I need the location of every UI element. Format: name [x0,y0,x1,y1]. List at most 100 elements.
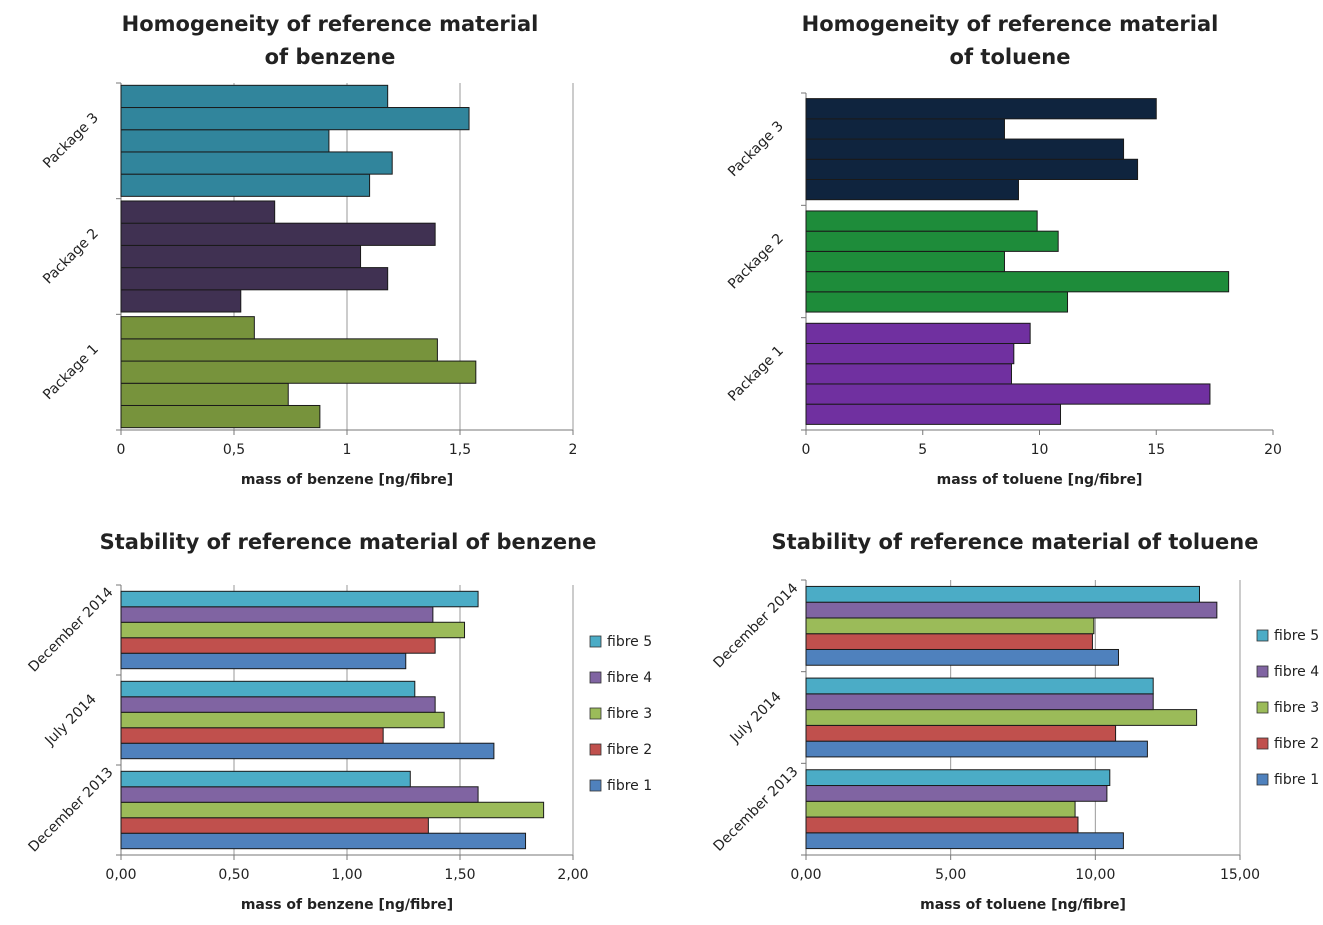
legend-label: fibre 1 [607,778,652,794]
bar [805,210,1038,232]
bar [805,769,1111,787]
category-label: July 2014 [42,691,100,749]
category-label: Package 1 [725,343,787,405]
x-tick-label: 0 [802,442,811,458]
x-tick-label: 1,00 [331,867,362,883]
category-label: December 2013 [711,764,802,855]
category-label: December 2014 [26,584,117,675]
category-label: July 2014 [727,689,785,747]
x-tick-label: 1,50 [444,867,475,883]
legend-swatch [589,671,602,684]
bar [805,230,1059,252]
bar [805,138,1125,160]
legend-swatch [589,707,602,720]
x-tick-label: 1,5 [449,442,471,458]
chart-title: Homogeneity of reference material [802,12,1219,36]
bar [120,770,411,788]
bar [120,222,436,246]
bar [120,606,434,623]
bar [805,677,1154,695]
legend-swatch [1256,737,1269,750]
x-tick-label: 20 [1264,442,1282,458]
bar [805,585,1200,603]
category-label: Package 3 [725,118,787,180]
bar [805,785,1108,802]
bar [120,316,255,340]
legend-label: fibre 3 [607,706,652,722]
legend-swatch [589,743,602,756]
bar [805,322,1031,345]
bar [120,84,389,109]
bar [120,680,416,698]
legend-label: fibre 5 [607,634,652,650]
bar [120,360,477,384]
bar [120,801,545,819]
chart-title: of toluene [950,45,1071,69]
bar [805,633,1093,650]
bar [805,118,1005,140]
legend-swatch [589,779,602,792]
bar [120,817,429,834]
x-axis-title: mass of toluene [ng/fibre] [937,472,1143,488]
legend-swatch [1256,701,1269,714]
legend-swatch [1256,665,1269,678]
legend-label: fibre 3 [1274,700,1319,716]
x-tick-label: 2 [569,442,578,458]
bar [805,740,1148,758]
bar [805,158,1139,180]
bar [120,129,330,153]
bar [805,271,1230,293]
x-axis-title: mass of benzene [ng/fibre] [241,472,453,488]
category-label: Package 3 [40,110,102,172]
category-label: December 2013 [26,765,117,856]
x-tick-label: 5 [918,442,927,458]
bar [805,363,1012,385]
legend-label: fibre 1 [1274,772,1319,788]
bar [120,338,438,362]
category-label: Package 1 [40,341,102,403]
bar [805,800,1076,818]
bar [120,711,445,729]
bar [805,403,1062,425]
bar [120,173,371,197]
bar [120,742,495,760]
bar [805,250,1005,273]
bar [120,786,479,803]
bar [805,693,1154,711]
x-tick-label: 0,00 [790,867,821,883]
legend-label: fibre 4 [1274,664,1319,680]
bar [805,816,1079,834]
bar [805,98,1157,120]
category-label: Package 2 [40,226,102,288]
bar [120,107,470,131]
x-tick-label: 1 [343,442,352,458]
x-axis-title: mass of benzene [ng/fibre] [241,897,453,913]
bar [805,648,1119,666]
bar [120,404,321,429]
bar [120,696,436,713]
chart-title: Stability of reference material of tolue… [772,530,1259,554]
bar [805,343,1015,365]
legend-label: fibre 2 [607,742,652,758]
bar [120,382,289,406]
x-tick-label: 0,50 [218,867,249,883]
bar [805,383,1211,405]
bar [120,244,362,269]
bar [805,178,1019,201]
bar [120,200,276,224]
legend-label: fibre 4 [607,670,652,686]
bar [120,289,242,313]
bar [120,832,527,850]
x-tick-label: 15 [1147,442,1165,458]
bar [805,617,1095,635]
bar [120,621,466,639]
bar [120,267,389,291]
x-tick-label: 0,00 [105,867,136,883]
bar [805,724,1117,742]
legend-label: fibre 5 [1274,628,1319,644]
chart-title: of benzene [265,45,396,69]
legend-swatch [1256,773,1269,786]
legend-label: fibre 2 [1274,736,1319,752]
bar [120,727,384,744]
